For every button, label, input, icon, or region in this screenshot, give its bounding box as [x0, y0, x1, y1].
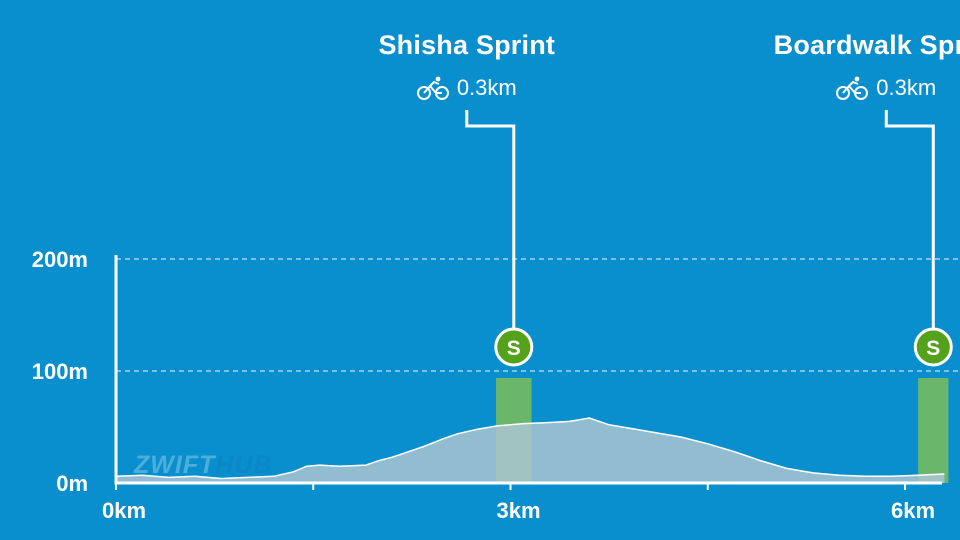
- sprint-distance-value: 0.3km: [876, 75, 937, 100]
- y-tick-label: 0m: [56, 471, 88, 496]
- elevation-profile: [115, 417, 945, 483]
- sprint-distance: 0.3km: [786, 75, 960, 101]
- x-tick-label: 3km: [496, 498, 540, 523]
- sprint-distance: 0.3km: [367, 75, 567, 101]
- elevation-line: [115, 417, 945, 480]
- x-tick-label: 0km: [102, 498, 146, 523]
- bicycle-icon: [416, 76, 449, 100]
- sprint-name: Shisha Sprint: [378, 30, 556, 60]
- sprint-badge-1: [913, 327, 953, 367]
- grid-lines: [116, 258, 960, 372]
- y-tick-label: 200m: [32, 247, 88, 272]
- sprint-segment-1: [918, 378, 949, 483]
- sprint-badge-letter: S: [926, 337, 940, 360]
- x-tick-label: 6km: [891, 498, 935, 523]
- watermark-logo: ZWIFTHUB: [134, 451, 273, 479]
- y-tick-label: 100m: [32, 359, 88, 384]
- sprint-leader-lines: [465, 110, 935, 333]
- axes: 0m 100m 200m 0km 3km 6km: [32, 247, 942, 523]
- sprint-badge-letter: S: [507, 337, 521, 360]
- sprint-badge-0: [494, 327, 534, 367]
- sprint-distance-value: 0.3km: [456, 75, 517, 100]
- sprint-leader-line-0: [465, 110, 516, 333]
- bicycle-icon: [836, 76, 869, 100]
- elevation-area: [116, 418, 945, 483]
- sprint-name: Boardwalk Sprint: [773, 30, 960, 60]
- sprint-leader-line-1: [884, 110, 935, 333]
